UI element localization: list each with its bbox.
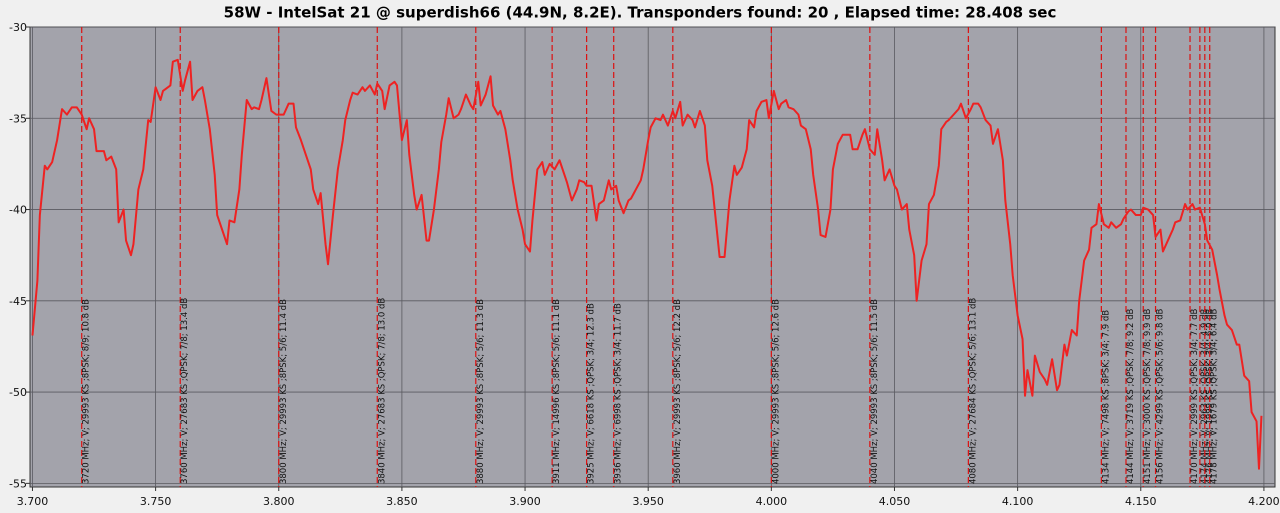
x-tick-label: 4.200 bbox=[1248, 495, 1280, 508]
x-tick-label: 3.950 bbox=[632, 495, 664, 508]
x-tick-label: 3.900 bbox=[509, 495, 541, 508]
transponder-label: 3840 MHz; V; 27683 KS ;QPSK; 7/8; 13.0 d… bbox=[377, 298, 387, 484]
transponder-label: 3720 MHz; V; 29993 KS ;8PSK; 8/9; 10.8 d… bbox=[82, 299, 92, 484]
x-tick-label: 3.850 bbox=[386, 495, 418, 508]
transponder-label: 4178 MHz; V; 1679 KS ;QPSK; 3/4; 6.4 dB bbox=[1210, 308, 1220, 484]
transponder-label: 4156 MHz; V; 4299 KS ;QPSK; 5/6; 9.8 dB bbox=[1156, 308, 1166, 484]
spectrum-line bbox=[31, 58, 1263, 470]
x-tick-label: 3.750 bbox=[140, 495, 172, 508]
axes: 3.700 3.750 3.800 3.850 3.900 3.950 4.000 4.050… bbox=[9, 21, 1280, 508]
x-tick-label: 3.700 bbox=[17, 495, 49, 508]
y-tick-label: -45 bbox=[9, 295, 27, 308]
y-tick-label: -35 bbox=[9, 112, 27, 125]
transponder-label: 3911 MHz; V; 14996 KS ;8PSK; 5/6; 11.1 d… bbox=[552, 299, 562, 484]
transponder-label: 4151 MHz; V; 3000 KS ;QPSK; 7/8; 9.9 dB bbox=[1143, 308, 1153, 484]
x-tick-label: 3.800 bbox=[263, 495, 295, 508]
transponder-label: 3960 MHz; V; 29993 KS ;8PSK; 5/6; 12.2 d… bbox=[673, 299, 683, 484]
markers: 3720 MHz; V; 29993 KS ;8PSK; 8/9; 10.8 d… bbox=[81, 27, 1220, 487]
transponder-label: 4144 MHz; V; 3719 KS ;QPSK; 7/8; 9.2 dB bbox=[1126, 308, 1136, 484]
y-tick-label: -50 bbox=[9, 386, 27, 399]
transponder-label: 4040 MHz; V; 29993 KS ;8PSK; 5/6; 11.5 d… bbox=[870, 299, 880, 484]
transponder-label: 3800 MHz; V; 29993 KS ;8PSK; 5/6; 11.4 d… bbox=[279, 299, 289, 484]
y-tick-label: -55 bbox=[9, 477, 27, 490]
x-tick-label: 4.000 bbox=[756, 495, 788, 508]
x-tick-label: 4.150 bbox=[1125, 495, 1157, 508]
chart-title: 58W - IntelSat 21 @ superdish66 (44.9N, … bbox=[224, 4, 1057, 22]
transponder-label: 4170 MHz; V; 2999 KS ;QPSK; 3/4; 7.7 dB bbox=[1190, 308, 1200, 484]
y-tick-label: -30 bbox=[9, 21, 27, 34]
series bbox=[31, 58, 1263, 470]
transponder-label: 3760 MHz; V; 27683 KS ;QPSK; 7/8; 13.4 d… bbox=[180, 298, 190, 484]
y-tick-label: -40 bbox=[9, 204, 27, 217]
transponder-label: 4000 MHz; V; 29993 KS ;8PSK; 5/6; 12.6 d… bbox=[771, 299, 781, 484]
plot-area bbox=[29, 26, 1276, 488]
x-tick-label: 4.050 bbox=[879, 495, 911, 508]
transponder-label: 4080 MHz; V; 27684 KS ;QPSK; 5/6; 13.1 d… bbox=[968, 298, 978, 484]
transponder-label: 3936 MHz; V; 6998 KS ;QPSK; 3/4; 11.7 dB bbox=[614, 303, 624, 484]
transponder-label: 4134 MHz; V; 7498 KS ;8PSK; 3/4; 7.9 dB bbox=[1101, 310, 1111, 484]
transponder-label: 3880 MHz; V; 29993 KS ;8PSK; 5/6; 11.3 d… bbox=[476, 299, 486, 484]
x-tick-label: 4.100 bbox=[1002, 495, 1034, 508]
transponder-label: 3925 MHz; V; 6618 KS ;QPSK; 3/4; 12.3 dB bbox=[587, 303, 597, 484]
